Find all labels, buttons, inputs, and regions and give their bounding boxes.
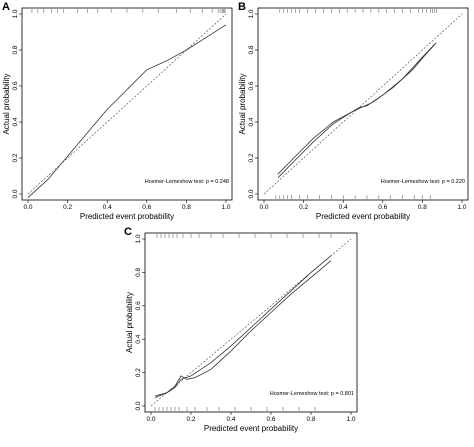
hosmer-lemeshow-annotation: Hosmer-Lemeshow test: p = 0.801 bbox=[270, 391, 354, 397]
calibration-curve bbox=[27, 24, 227, 198]
x-tick-label: 1.0 bbox=[221, 204, 230, 211]
panel-c: C 0.0 0.0 0.2 0.2 0.4 0.4 0.6 0.6 0.8 0.8 1.0 1.0 Pre… bbox=[124, 226, 358, 433]
y-tick-label: 0.6 bbox=[135, 301, 142, 310]
x-tick-label: 0.8 bbox=[418, 204, 427, 211]
x-axis-label: Predicted event probability bbox=[316, 212, 410, 221]
x-tick-label: 0.6 bbox=[266, 416, 275, 423]
panel-letter: C bbox=[124, 226, 132, 238]
y-tick-label: 0.2 bbox=[248, 153, 255, 162]
plot-frame bbox=[144, 232, 358, 413]
y-tick-label: 0.0 bbox=[135, 401, 142, 410]
x-tick-label: 0.2 bbox=[186, 416, 195, 423]
y-tick-label: 1.0 bbox=[12, 9, 19, 18]
x-tick-label: 1.0 bbox=[457, 204, 466, 211]
y-tick-label: 0.2 bbox=[12, 153, 19, 162]
calibration-curve bbox=[277, 44, 435, 179]
y-tick-label: 1.0 bbox=[135, 234, 142, 243]
y-tick-label: 0.4 bbox=[135, 334, 142, 343]
calibration-curve bbox=[154, 260, 332, 397]
y-axis-label: Actual probability bbox=[125, 292, 134, 353]
y-tick-label: 1.0 bbox=[248, 9, 255, 18]
y-tick-label: 0.8 bbox=[135, 268, 142, 277]
ideal-reference-line bbox=[27, 13, 227, 195]
x-tick-label: 0.4 bbox=[339, 204, 348, 211]
y-axis-label: Actual probability bbox=[2, 74, 11, 135]
y-tick-label: 0.2 bbox=[135, 368, 142, 377]
x-tick-label: 0.8 bbox=[306, 416, 315, 423]
x-tick-label: 1.0 bbox=[346, 416, 355, 423]
x-tick-label: 0.4 bbox=[103, 204, 112, 211]
x-tick-label: 0.2 bbox=[63, 204, 72, 211]
y-tick-label: 0.8 bbox=[248, 45, 255, 54]
y-tick-label: 0.0 bbox=[248, 189, 255, 198]
panel-letter: B bbox=[238, 1, 246, 13]
plot-lines bbox=[263, 13, 463, 195]
x-tick-label: 0.8 bbox=[182, 204, 191, 211]
y-tick-label: 0.0 bbox=[12, 189, 19, 198]
y-tick-label: 0.6 bbox=[248, 81, 255, 90]
plot-lines bbox=[27, 13, 227, 198]
x-tick-label: 0.4 bbox=[226, 416, 235, 423]
panel-letter: A bbox=[2, 1, 10, 13]
calibration-curve bbox=[154, 255, 332, 398]
plot-frame bbox=[257, 7, 469, 201]
y-axis-label: Actual probability bbox=[238, 74, 247, 135]
x-axis-label: Predicted event probability bbox=[204, 424, 298, 433]
y-tick-label: 0.6 bbox=[12, 81, 19, 90]
x-axis-label: Predicted event probability bbox=[80, 212, 174, 221]
panel-a: A 0.0 0.0 0.2 0.2 0.4 0.4 0.6 0.6 0.8 0.8 1.0 1.0 Pre… bbox=[2, 1, 233, 221]
y-tick-label: 0.8 bbox=[12, 45, 19, 54]
y-tick-label: 0.4 bbox=[12, 117, 19, 126]
x-tick-label: 0.0 bbox=[146, 416, 155, 423]
x-tick-label: 0.6 bbox=[142, 204, 151, 211]
panel-b: B 0.0 0.0 0.2 0.2 0.4 0.4 0.6 0.6 0.8 0.8 1.0 1.0 Pre… bbox=[238, 1, 469, 221]
x-tick-label: 0.0 bbox=[23, 204, 32, 211]
plot-lines bbox=[150, 238, 352, 407]
ideal-reference-line bbox=[263, 13, 463, 195]
y-tick-label: 0.4 bbox=[248, 117, 255, 126]
x-tick-label: 0.2 bbox=[299, 204, 308, 211]
hosmer-lemeshow-annotation: Hosmer-Lemeshow test: p = 0.220 bbox=[381, 179, 465, 185]
x-tick-label: 0.6 bbox=[378, 204, 387, 211]
plot-frame bbox=[21, 7, 233, 201]
hosmer-lemeshow-annotation: Hosmer-Lemeshow test: p = 0.248 bbox=[145, 179, 229, 185]
x-tick-label: 0.0 bbox=[259, 204, 268, 211]
calibration-curve bbox=[277, 42, 437, 175]
